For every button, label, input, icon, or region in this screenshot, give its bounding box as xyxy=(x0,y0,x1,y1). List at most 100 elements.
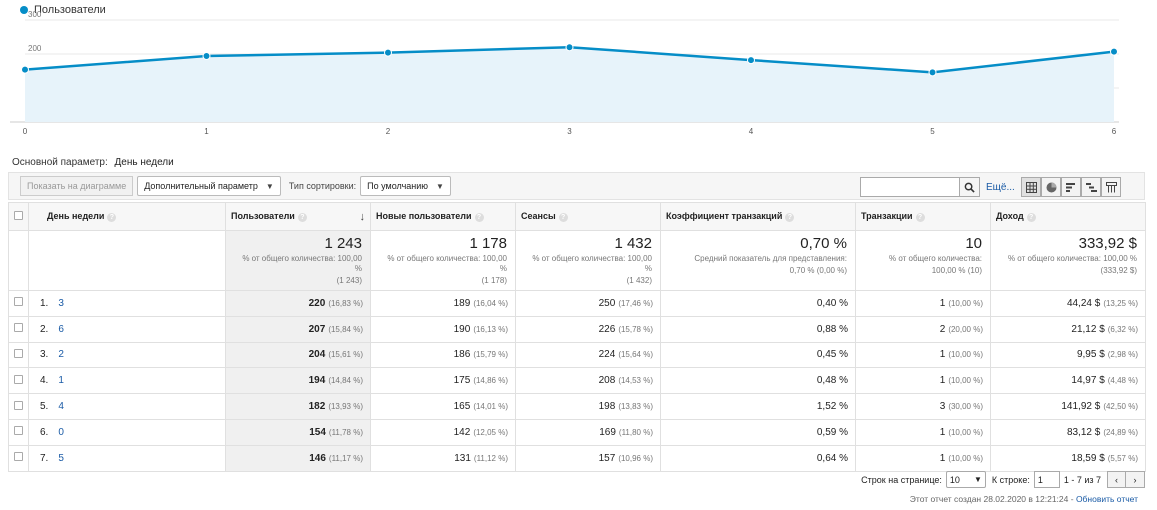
sessions-value: 224 xyxy=(599,349,616,360)
table-row[interactable]: 1. 3 220 (16,83 %) 189 (16,04 %) 250 (17,46 %) 0… xyxy=(9,291,1146,317)
row-checkbox[interactable] xyxy=(14,297,23,306)
users-cell: 220 (16,83 %) xyxy=(226,291,371,317)
total-value: 10 xyxy=(864,235,982,252)
col-header-revenue[interactable]: Доход? xyxy=(991,203,1146,231)
transactions-value: 1 xyxy=(940,298,946,309)
sessions-cell: 169 (11,80 %) xyxy=(516,419,661,445)
goto-row-label: К строке: xyxy=(992,475,1030,485)
revenue-cell: 9,95 $ (2,98 %) xyxy=(991,342,1146,368)
help-icon[interactable]: ? xyxy=(559,213,568,222)
new-users-value: 165 xyxy=(454,401,471,412)
select-all-checkbox[interactable] xyxy=(14,211,23,220)
table-row[interactable]: 2. 6 207 (15,84 %) 190 (16,13 %) 226 (15,78 %) 0… xyxy=(9,316,1146,342)
users-cell: 182 (13,93 %) xyxy=(226,394,371,420)
day-cell: 3. 2 xyxy=(29,342,226,368)
day-link[interactable]: 6 xyxy=(58,324,64,335)
row-checkbox[interactable] xyxy=(14,375,23,384)
total-sub: 100,00 % (10) xyxy=(864,266,982,276)
row-checkbox[interactable] xyxy=(14,426,23,435)
help-icon[interactable]: ? xyxy=(785,213,794,222)
col-header-users[interactable]: Пользователи? ↓ xyxy=(226,203,371,231)
sessions-pct: (17,46 %) xyxy=(618,299,653,308)
help-icon[interactable]: ? xyxy=(298,213,307,222)
col-header-new-users[interactable]: Новые пользователи? xyxy=(371,203,516,231)
row-checkbox-cell xyxy=(9,342,29,368)
sort-type-label: Тип сортировки: xyxy=(289,181,356,191)
primary-dimension-value[interactable]: День недели xyxy=(115,157,174,168)
users-value: 182 xyxy=(309,401,326,412)
goto-row-input[interactable]: 1 xyxy=(1034,471,1060,488)
users-pct: (15,61 %) xyxy=(328,350,363,359)
secondary-dimension-select[interactable]: Дополнительный параметр ▼ xyxy=(137,176,281,196)
day-link[interactable]: 2 xyxy=(58,349,64,360)
transactions-pct: (10,00 %) xyxy=(948,299,983,308)
row-checkbox-cell xyxy=(9,316,29,342)
performance-view-button[interactable] xyxy=(1061,177,1081,197)
col-header-sessions[interactable]: Сеансы? xyxy=(516,203,661,231)
row-checkbox[interactable] xyxy=(14,452,23,461)
help-icon[interactable]: ? xyxy=(916,213,925,222)
plot-rows-button[interactable]: Показать на диаграмме xyxy=(20,176,133,196)
pivot-view-button[interactable] xyxy=(1101,177,1121,197)
new-users-pct: (15,79 %) xyxy=(473,350,508,359)
refresh-report-link[interactable]: Обновить отчет xyxy=(1076,494,1138,504)
next-page-button[interactable]: › xyxy=(1126,471,1145,488)
new-users-value: 142 xyxy=(454,427,471,438)
conversion-rate-value: 0,40 % xyxy=(817,298,848,309)
conversion-rate-value: 0,59 % xyxy=(817,427,848,438)
revenue-pct: (2,98 %) xyxy=(1108,350,1138,359)
col-header-label: Пользователи xyxy=(231,211,295,221)
col-header-transactions[interactable]: Транзакции? xyxy=(856,203,991,231)
users-cell: 194 (14,84 %) xyxy=(226,368,371,394)
total-sub: % от общего количества: 100,00 % xyxy=(524,254,652,274)
revenue-cell: 83,12 $ (24,89 %) xyxy=(991,419,1146,445)
users-value: 146 xyxy=(309,453,326,464)
more-link[interactable]: Ещё... xyxy=(986,182,1015,193)
help-icon[interactable]: ? xyxy=(1027,213,1036,222)
search-input[interactable] xyxy=(860,177,960,197)
row-checkbox[interactable] xyxy=(14,349,23,358)
total-transactions: 10 % от общего количества: 100,00 % (10) xyxy=(856,231,991,291)
sessions-value: 226 xyxy=(599,324,616,335)
table-row[interactable]: 7. 5 146 (11,17 %) 131 (11,12 %) 157 (10,96 %) 0… xyxy=(9,445,1146,471)
table-row[interactable]: 3. 2 204 (15,61 %) 186 (15,79 %) 224 (15,64 %) 0… xyxy=(9,342,1146,368)
users-cell: 146 (11,17 %) xyxy=(226,445,371,471)
day-link[interactable]: 1 xyxy=(58,375,64,386)
revenue-cell: 21,12 $ (6,32 %) xyxy=(991,316,1146,342)
chevron-down-icon: ▼ xyxy=(266,182,274,191)
day-link[interactable]: 5 xyxy=(58,453,64,464)
col-header-day[interactable]: День недели? xyxy=(29,203,226,231)
day-link[interactable]: 0 xyxy=(58,427,64,438)
new-users-cell: 186 (15,79 %) xyxy=(371,342,516,368)
day-link[interactable]: 3 xyxy=(58,298,64,309)
sessions-cell: 224 (15,64 %) xyxy=(516,342,661,368)
new-users-cell: 190 (16,13 %) xyxy=(371,316,516,342)
revenue-pct: (42,50 %) xyxy=(1103,402,1138,411)
search-button[interactable] xyxy=(960,177,980,197)
revenue-cell: 141,92 $ (42,50 %) xyxy=(991,394,1146,420)
help-icon[interactable]: ? xyxy=(107,213,116,222)
rows-per-page-select[interactable]: 10 ▼ xyxy=(946,471,986,488)
prev-page-button[interactable]: ‹ xyxy=(1107,471,1126,488)
sessions-value: 157 xyxy=(599,453,616,464)
new-users-pct: (14,01 %) xyxy=(473,402,508,411)
pie-view-button[interactable] xyxy=(1041,177,1061,197)
table-row[interactable]: 4. 1 194 (14,84 %) 175 (14,86 %) 208 (14,53 %) 0… xyxy=(9,368,1146,394)
total-revenue: 333,92 $ % от общего количества: 100,00 … xyxy=(991,231,1146,291)
new-users-pct: (16,13 %) xyxy=(473,325,508,334)
sort-type-select[interactable]: По умолчанию ▼ xyxy=(360,176,451,196)
conversion-rate-value: 0,64 % xyxy=(817,453,848,464)
day-link[interactable]: 4 xyxy=(58,401,64,412)
total-sub: % от общего количества: 100,00 % xyxy=(379,254,507,274)
help-icon[interactable]: ? xyxy=(475,213,484,222)
table-row[interactable]: 5. 4 182 (13,93 %) 165 (14,01 %) 198 (13,83 %) 1… xyxy=(9,394,1146,420)
total-sub: (333,92 $) xyxy=(999,266,1137,276)
row-number: 2. xyxy=(40,324,48,335)
comparison-view-button[interactable] xyxy=(1081,177,1101,197)
row-checkbox[interactable] xyxy=(14,401,23,410)
table-view-button[interactable] xyxy=(1021,177,1041,197)
col-header-conversion-rate[interactable]: Коэффициент транзакций? xyxy=(661,203,856,231)
row-checkbox[interactable] xyxy=(14,323,23,332)
table-row[interactable]: 6. 0 154 (11,78 %) 142 (12,05 %) 169 (11,80 %) 0… xyxy=(9,419,1146,445)
transactions-pct: (10,00 %) xyxy=(948,428,983,437)
